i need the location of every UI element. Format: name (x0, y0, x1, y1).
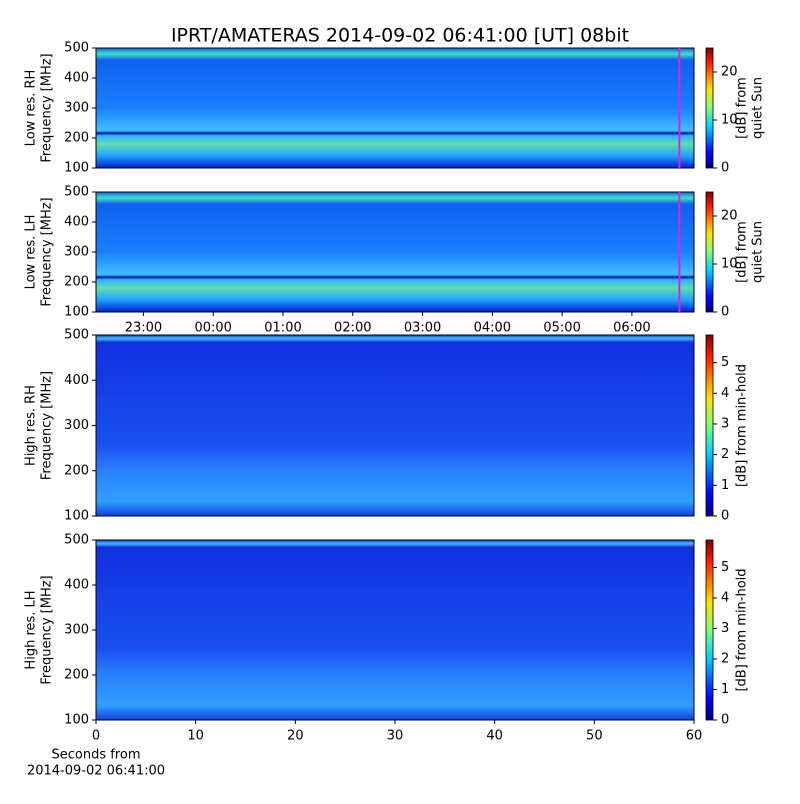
spectrogram (96, 335, 694, 516)
colorbar-tick-label: 1 (721, 478, 729, 493)
x-tick-label: 0 (92, 729, 100, 744)
y-tick-label: 200 (64, 463, 89, 478)
y-axis-label: Frequency [MHz] (40, 197, 55, 306)
y-tick-label: 500 (64, 41, 89, 56)
colorbar-label: [dB] from (735, 77, 750, 139)
x-tick-label: 20 (287, 729, 304, 744)
spectrogram (96, 192, 694, 312)
colorbar-tick-label: 5 (721, 560, 729, 575)
colorbar-tick-label: 20 (721, 65, 738, 80)
x-tick-label: 30 (387, 729, 404, 744)
x-tick-label: 00:00 (194, 321, 231, 336)
y-tick-label: 100 (64, 713, 89, 728)
y-tick-label: 400 (64, 71, 89, 86)
colorbar-label: quiet Sun (751, 77, 766, 139)
x-tick-label: 03:00 (404, 321, 441, 336)
colorbar-tick-label: 10 (721, 113, 738, 128)
y-tick-label: 400 (64, 578, 89, 593)
colorbar-tick-label: 10 (721, 257, 738, 272)
colorbar-label: [dB] from min-hold (735, 364, 750, 487)
y-tick-label: 200 (64, 131, 89, 146)
colorbar-tick-label: 0 (721, 305, 729, 320)
colorbar-label: [dB] from (735, 221, 750, 283)
x-axis-label: Seconds from (51, 748, 140, 763)
y-tick-label: 400 (64, 373, 89, 388)
y-tick-label: 200 (64, 668, 89, 683)
colorbar (705, 191, 714, 313)
colorbar (705, 539, 714, 721)
y-tick-label: 500 (64, 533, 89, 548)
y-tick-label: 100 (64, 305, 89, 320)
colorbar-tick-label: 5 (721, 355, 729, 370)
y-axis-label: High res. RH (24, 385, 39, 466)
y-axis-label: Low res. LH (24, 215, 39, 290)
colorbar-tick-label: 1 (721, 682, 729, 697)
y-tick-label: 300 (64, 623, 89, 638)
y-axis-label: Frequency [MHz] (40, 53, 55, 162)
y-tick-label: 300 (64, 418, 89, 433)
y-tick-label: 100 (64, 509, 89, 524)
x-tick-label: 23:00 (125, 321, 162, 336)
spectrogram (96, 540, 694, 720)
colorbar-label: quiet Sun (751, 221, 766, 283)
y-tick-label: 500 (64, 185, 89, 200)
x-tick-label: 04:00 (474, 321, 511, 336)
colorbar (705, 334, 714, 517)
y-tick-label: 300 (64, 245, 89, 260)
y-tick-label: 100 (64, 161, 89, 176)
colorbar-tick-label: 3 (721, 621, 729, 636)
y-axis-label: Frequency [MHz] (40, 371, 55, 480)
y-tick-label: 500 (64, 328, 89, 343)
x-tick-label: 06:00 (613, 321, 650, 336)
colorbar-tick-label: 2 (721, 651, 729, 666)
colorbar-tick-label: 4 (721, 386, 729, 401)
colorbar-tick-label: 4 (721, 590, 729, 605)
colorbar-tick-label: 2 (721, 447, 729, 462)
y-tick-label: 200 (64, 275, 89, 290)
spectrogram (96, 48, 694, 168)
chart-title: IPRT/AMATERAS 2014-09-02 06:41:00 [UT] 0… (171, 25, 629, 47)
x-tick-label: 05:00 (543, 321, 580, 336)
y-axis-label: Low res. RH (24, 70, 39, 147)
x-tick-label: 40 (486, 729, 503, 744)
x-tick-label: 60 (686, 729, 703, 744)
colorbar-tick-label: 0 (721, 713, 729, 728)
x-axis-label: 2014-09-02 06:41:00 (27, 764, 165, 779)
y-tick-label: 300 (64, 101, 89, 116)
colorbar-label: [dB] from min-hold (735, 568, 750, 691)
colorbar-tick-label: 3 (721, 416, 729, 431)
y-axis-label: High res. LH (24, 590, 39, 669)
x-tick-label: 02:00 (334, 321, 371, 336)
x-tick-label: 50 (586, 729, 603, 744)
x-tick-label: 10 (187, 729, 204, 744)
y-axis-label: Frequency [MHz] (40, 575, 55, 684)
colorbar (705, 47, 714, 169)
colorbar-tick-label: 0 (721, 509, 729, 524)
y-tick-label: 400 (64, 215, 89, 230)
colorbar-tick-label: 20 (721, 209, 738, 224)
x-tick-label: 01:00 (264, 321, 301, 336)
colorbar-tick-label: 0 (721, 161, 729, 176)
